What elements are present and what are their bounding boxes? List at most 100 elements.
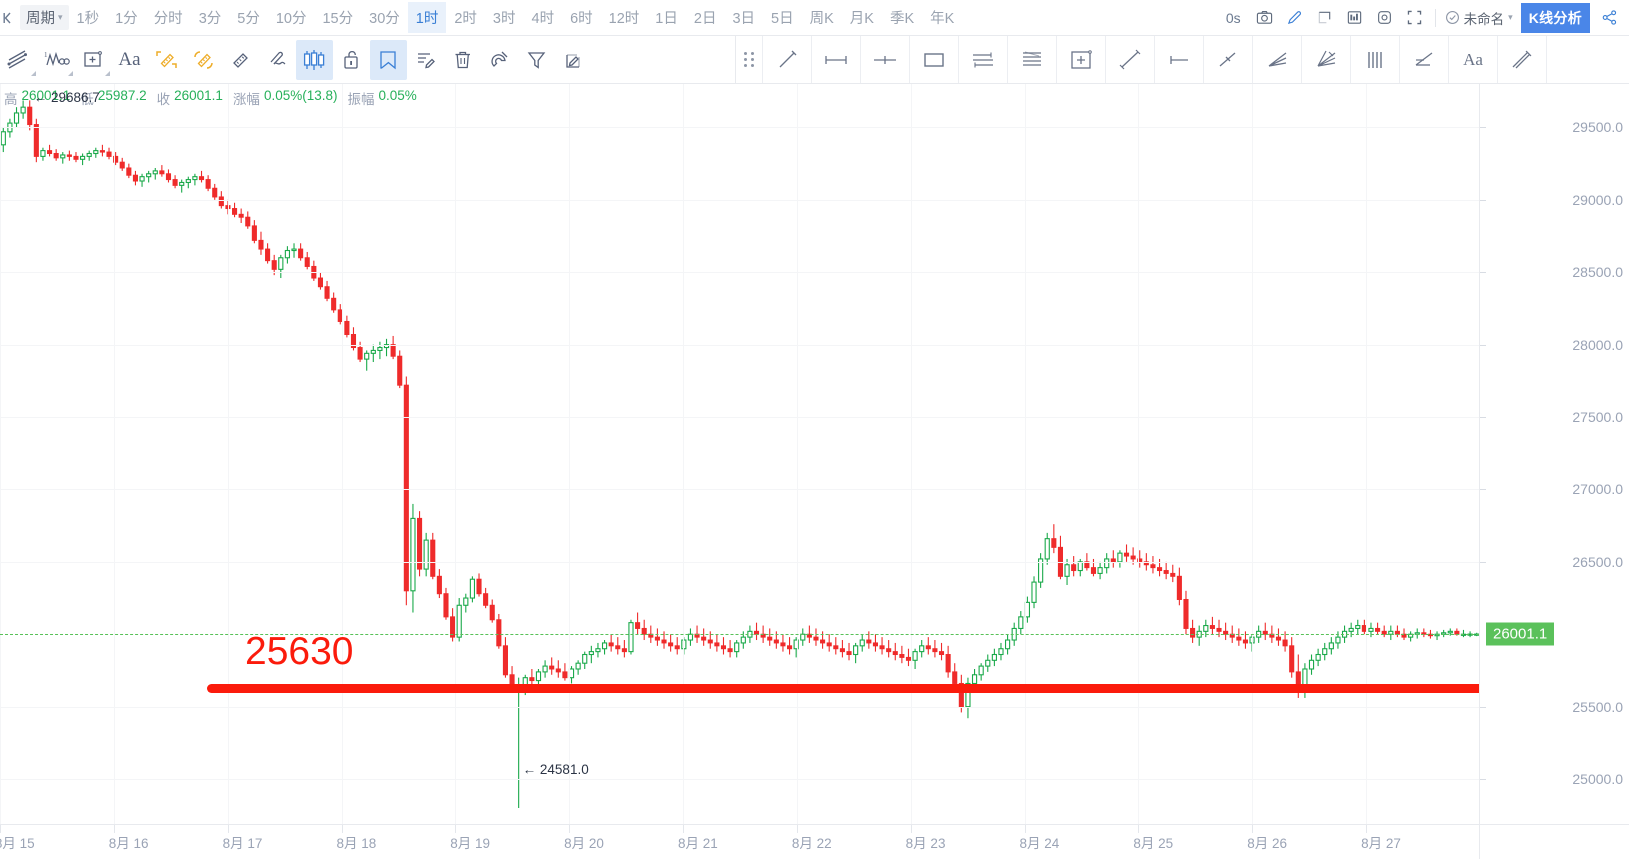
period-item-月K[interactable]: 月K (849, 11, 874, 27)
trash-icon[interactable] (444, 40, 481, 80)
vertical-gridline (0, 84, 1, 824)
close-label: 收 (156, 92, 171, 107)
text-label-glyph: Aa (1463, 49, 1483, 69)
text-icon[interactable]: Aa (111, 40, 148, 80)
angle-icon[interactable] (1399, 36, 1448, 83)
brush-icon[interactable] (259, 40, 296, 80)
share-icon[interactable] (1594, 5, 1624, 31)
period-item-2日[interactable]: 2日 (693, 11, 717, 27)
period-item-30分[interactable]: 30分 (369, 11, 400, 27)
fib-fan-icon[interactable] (1301, 36, 1350, 83)
extended-line-icon[interactable] (1105, 36, 1154, 83)
amplitude-value: 0.05% (378, 88, 417, 103)
bookmark-icon[interactable] (370, 39, 407, 80)
period-item-3分[interactable]: 3分 (198, 11, 222, 27)
candlestick-series (0, 100, 1479, 808)
topbar-right-controls: 0s (1217, 2, 1629, 33)
camera-icon[interactable] (1250, 5, 1280, 31)
vertical-lines-icon[interactable] (1350, 36, 1399, 83)
refresh-interval-label[interactable]: 0s (1225, 9, 1241, 26)
magnet-icon[interactable] (481, 40, 518, 80)
time-axis-label: 8月 16 (108, 836, 149, 851)
period-item-季K[interactable]: 季K (889, 11, 915, 27)
period-item-15分[interactable]: 15分 (322, 11, 354, 27)
crop-icon[interactable] (1310, 5, 1340, 31)
measure-line-icon[interactable] (1497, 36, 1547, 83)
period-item-4时[interactable]: 4时 (531, 11, 555, 27)
wave-icon[interactable]: 1 (37, 40, 74, 80)
period-item-10分[interactable]: 10分 (275, 11, 307, 27)
pencil-icon[interactable] (1280, 5, 1310, 31)
period-item-分时[interactable]: 分时 (153, 11, 183, 27)
fib-retracement-icon[interactable] (1007, 36, 1056, 83)
trend-lines-icon[interactable] (0, 40, 37, 80)
period-item-1日[interactable]: 1日 (655, 11, 678, 27)
diagonal-line-icon[interactable] (762, 36, 811, 83)
price-axis-tick (1480, 489, 1486, 491)
period-item-1分[interactable]: 1分 (115, 11, 138, 27)
check-circle-icon (1445, 11, 1459, 24)
kline-analysis-button[interactable]: K线分析 (1520, 2, 1590, 33)
time-axis-tick (113, 825, 115, 833)
ruler-icon[interactable] (222, 40, 259, 80)
sync-edit-icon[interactable] (555, 40, 592, 80)
fullscreen-icon[interactable] (1400, 5, 1430, 31)
gridline (0, 272, 1479, 274)
time-axis-label: 8月 21 (677, 836, 718, 851)
dropdown-caret-icon[interactable] (68, 66, 73, 76)
collapse-left-icon[interactable] (0, 11, 15, 25)
horizontal-line-icon[interactable] (1154, 36, 1203, 83)
price-axis-tick (1480, 272, 1486, 274)
period-item-年K[interactable]: 年K (930, 11, 955, 27)
chevron-down-icon: ▾ (58, 12, 63, 22)
vertical-gridline (227, 84, 229, 824)
screenshot-icon[interactable] (1340, 5, 1370, 31)
period-dropdown[interactable]: 周期 ▾ (20, 5, 69, 30)
period-item-6时[interactable]: 6时 (570, 11, 593, 27)
period-item-3日[interactable]: 3日 (732, 11, 756, 27)
time-axis-tick (1366, 825, 1368, 833)
period-item-1时[interactable]: 1时 (407, 2, 447, 33)
time-axis-tick (1024, 825, 1026, 833)
text-label-icon[interactable]: Aa (1448, 36, 1497, 83)
period-item-12时[interactable]: 12时 (608, 11, 640, 27)
candlestick-plot[interactable]: 高 26001.1 低 25987.2 收 26001.1 涨幅 0.05%(13.8)… (0, 84, 1479, 824)
vertical-gridline (796, 84, 798, 824)
period-item-2时[interactable]: 2时 (454, 11, 477, 27)
measure-link-icon[interactable] (185, 40, 222, 80)
dropdown-caret-icon[interactable] (31, 66, 36, 76)
gridline (0, 489, 1479, 491)
target-icon[interactable] (1370, 5, 1400, 31)
vertical-gridline (113, 84, 115, 824)
candlestick-icon[interactable] (296, 39, 333, 80)
shapes-icon[interactable] (74, 40, 111, 80)
time-axis[interactable]: 8月 15 8月 16 8月 17 8月 18 8月 19 8月 20 8月 21 8月 22… (0, 824, 1629, 859)
toolbar-divider (1434, 8, 1436, 27)
drag-handle-icon[interactable] (736, 36, 762, 83)
vertical-gridline (1252, 84, 1254, 824)
lock-icon[interactable] (333, 40, 370, 80)
arrow-line-icon[interactable] (1203, 36, 1252, 83)
floating-drawing-panel: Aa (735, 36, 1547, 83)
horizontal-segment-icon[interactable] (811, 36, 860, 83)
parallel-channel-icon[interactable] (958, 36, 1007, 83)
dropdown-caret-icon[interactable] (105, 66, 110, 76)
period-item-周K[interactable]: 周K (809, 11, 834, 27)
horizontal-ray-icon[interactable] (860, 36, 909, 83)
rectangle-icon[interactable] (909, 36, 958, 83)
price-axis[interactable]: 26001.1 29500.0 29000.0 28500.0 28000.0 2750… (1479, 84, 1629, 824)
filter-icon[interactable] (518, 40, 555, 80)
quote-info-bar: 高 26001.1 低 25987.2 收 26001.1 涨幅 0.05%(13.8)… (4, 88, 423, 108)
period-item-1秒[interactable]: 1秒 (76, 11, 100, 27)
period-item-5日[interactable]: 5日 (771, 11, 794, 27)
period-item-5分[interactable]: 5分 (237, 11, 260, 27)
gann-fan-icon[interactable] (1252, 36, 1301, 83)
support-level-line[interactable] (207, 683, 1479, 693)
layout-name-dropdown[interactable]: 未命名 ▾ (1441, 8, 1517, 28)
chevron-down-icon: ▾ (1508, 12, 1513, 22)
measure-bracket-icon[interactable] (148, 40, 185, 80)
period-item-3时[interactable]: 3时 (492, 11, 516, 27)
pitchfork-icon[interactable] (1056, 36, 1105, 83)
price-axis-label: 27500.0 (1572, 409, 1623, 426)
edit-list-icon[interactable] (407, 40, 444, 80)
